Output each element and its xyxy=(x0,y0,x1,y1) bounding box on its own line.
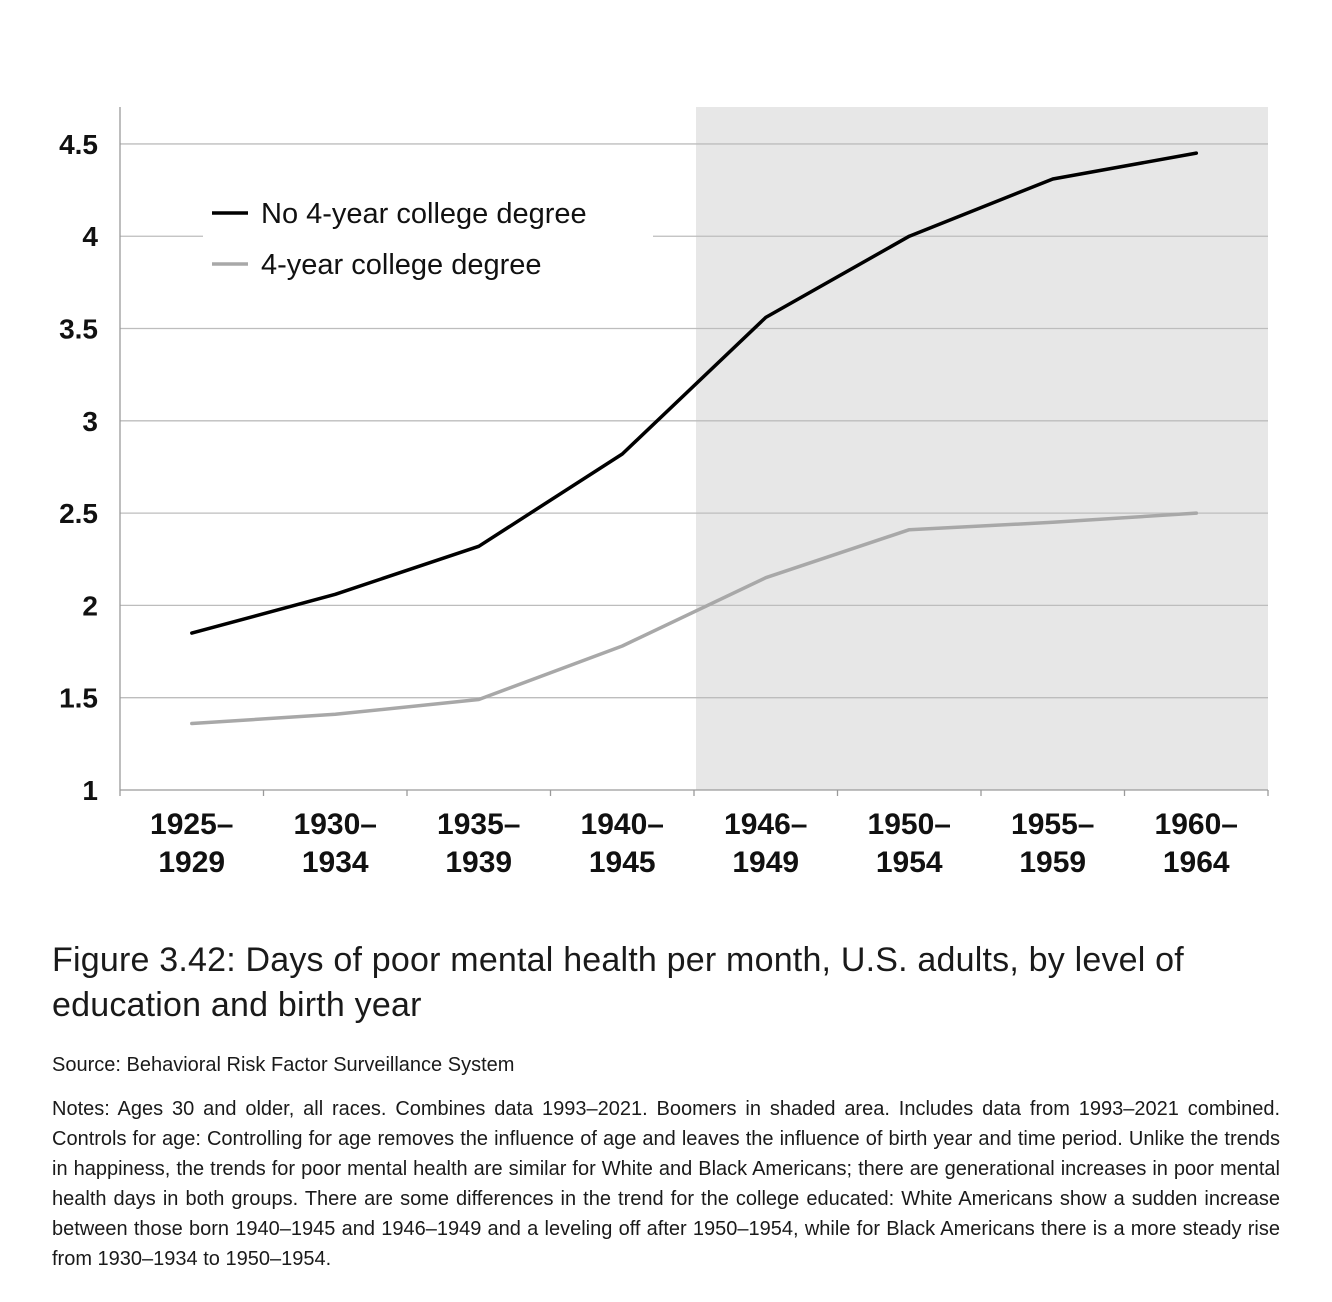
figure-notes: Notes: Ages 30 and older, all races. Com… xyxy=(52,1098,1280,1270)
x-tick-label: 1925– 1929 xyxy=(150,808,233,879)
x-tick-label: 1940– 1945 xyxy=(581,808,664,879)
series-line-college-degree xyxy=(190,511,1199,726)
y-tick-label: 1 xyxy=(82,775,98,806)
legend-label: 4-year college degree xyxy=(261,249,542,281)
figure-title: Figure 3.42: Days of poor mental health … xyxy=(52,941,1184,1024)
legend-background xyxy=(203,184,653,289)
y-tick-label: 2.5 xyxy=(59,498,98,529)
legend: No 4-year college degree 4-year college d… xyxy=(203,184,653,289)
x-tick-label: 1955– 1959 xyxy=(1011,808,1094,879)
x-tick-label: 1935– 1939 xyxy=(437,808,520,879)
y-tick-label: 3.5 xyxy=(59,314,98,345)
x-axis-tick-labels: 1925– 1929 1930– 1934 1935– 1939 1940– 1945 1946… xyxy=(150,808,1238,879)
boomers-shaded-region xyxy=(696,107,1268,790)
source-note: Source: Behavioral Risk Factor Surveilla… xyxy=(52,1054,515,1076)
x-tick-label: 1950– 1954 xyxy=(868,808,951,879)
y-tick-label: 4.5 xyxy=(59,129,98,160)
y-tick-label: 4 xyxy=(82,221,98,252)
y-tick-label: 1.5 xyxy=(59,683,98,714)
x-tick-label: 1946– 1949 xyxy=(724,808,807,879)
legend-label: No 4-year college degree xyxy=(261,198,587,230)
y-axis-tick-labels: 1 1.5 2 2.5 3 3.5 4 4.5 xyxy=(59,129,98,806)
line-chart: 1 1.5 2 2.5 3 3.5 4 4.5 1925– 1929 1930– 1934 1935–… xyxy=(59,107,1269,879)
shaded-area xyxy=(696,107,1268,790)
x-tick-label: 1960– 1964 xyxy=(1155,808,1238,879)
y-tick-label: 3 xyxy=(82,406,98,437)
data-series xyxy=(190,151,1199,726)
y-tick-label: 2 xyxy=(82,590,98,621)
series-line-no-degree xyxy=(190,151,1199,635)
axes xyxy=(119,107,1269,796)
x-tick-label: 1930– 1934 xyxy=(294,808,377,879)
